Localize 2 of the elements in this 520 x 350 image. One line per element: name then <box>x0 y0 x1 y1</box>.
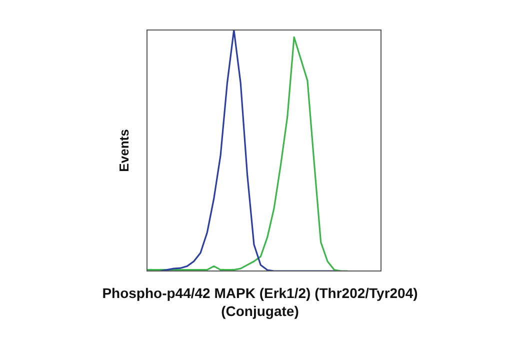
y-axis-title: Events <box>116 129 132 172</box>
x-axis-title: Phospho-p44/42 MAPK (Erk1/2) (Thr202/Tyr204) (Conjugate) <box>101 284 419 320</box>
